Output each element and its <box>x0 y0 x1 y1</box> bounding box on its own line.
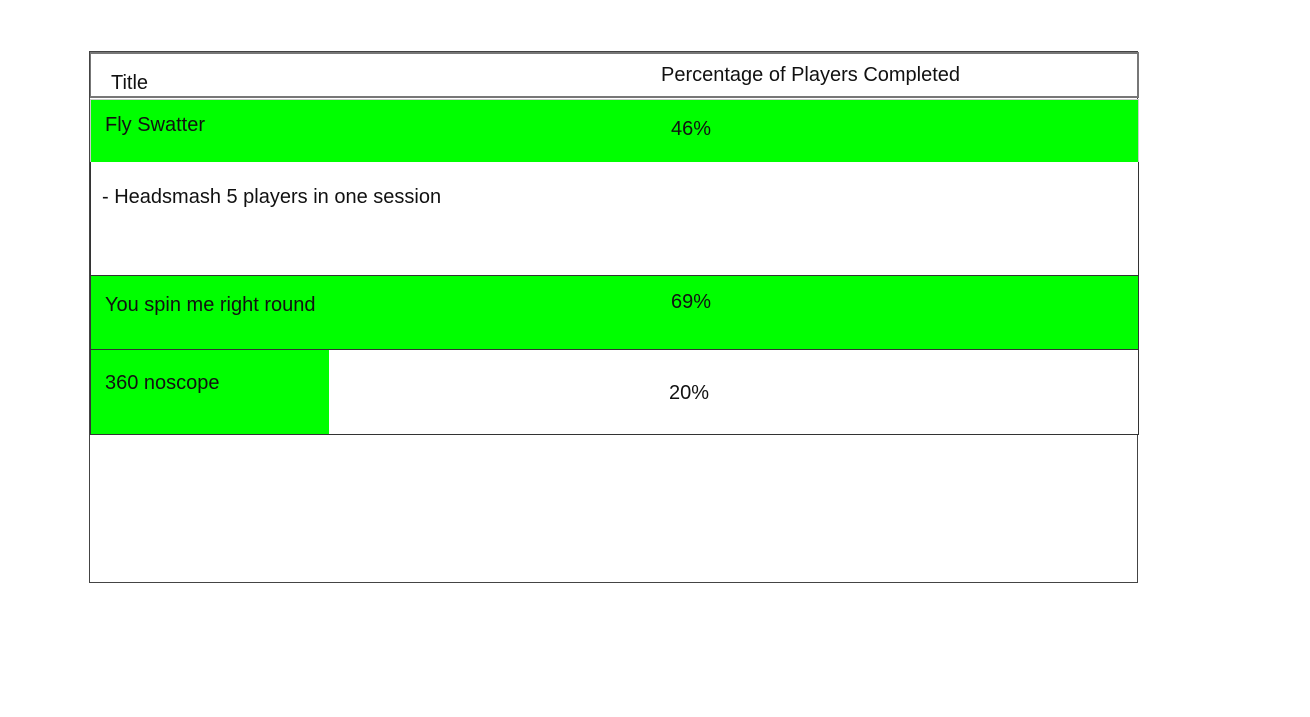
completion-fill-bar <box>91 350 329 434</box>
completion-fill-bar <box>91 100 1138 162</box>
achievement-title: You spin me right round <box>105 294 316 316</box>
achievement-row-you-spin-me-right-round[interactable]: You spin me right round 69% <box>90 275 1139 350</box>
achievement-row-360-noscope[interactable]: 360 noscope 20% <box>90 349 1139 435</box>
achievement-percentage: 46% <box>671 118 712 140</box>
header-title-label: Title <box>111 72 149 94</box>
achievement-row-fly-swatter[interactable]: Fly Swatter 46% <box>90 99 1139 163</box>
completion-fill-bar <box>91 276 1138 349</box>
achievement-description: - Headsmash 5 players in one session <box>102 186 442 208</box>
achievement-percentage: 20% <box>669 382 710 404</box>
achievement-title: Fly Swatter <box>105 114 206 136</box>
table-header: Title Percentage of Players Completed <box>90 52 1139 98</box>
header-percentage-label: Percentage of Players Completed <box>661 64 961 86</box>
achievement-title: 360 noscope <box>105 372 220 394</box>
achievement-percentage: 69% <box>671 291 712 313</box>
achievement-detail-panel: - Headsmash 5 players in one session <box>90 162 1139 276</box>
